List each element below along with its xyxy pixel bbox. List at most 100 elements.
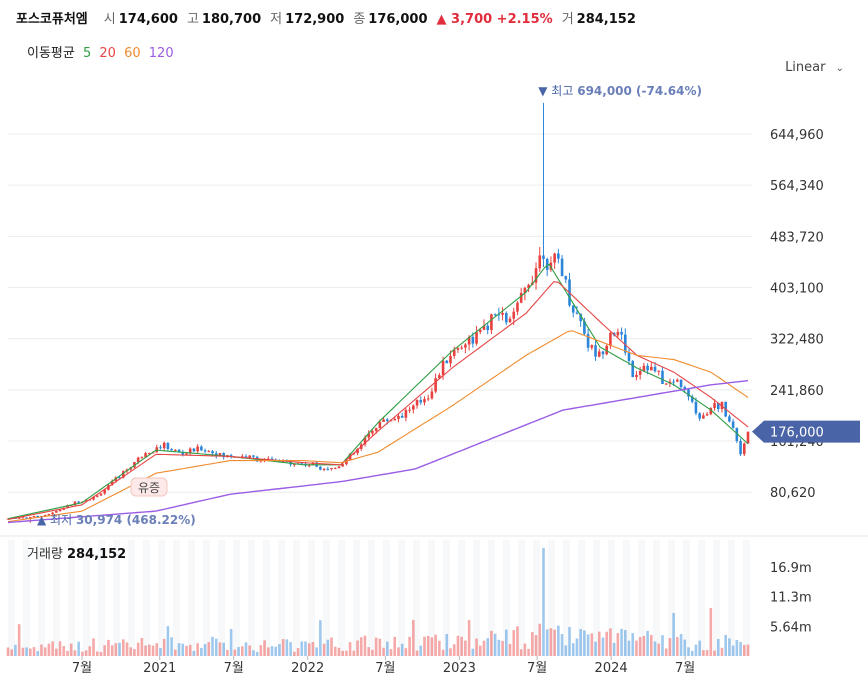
candle-body	[278, 460, 281, 462]
volume-bar	[244, 642, 248, 656]
volume-bg-stripe	[608, 540, 615, 656]
y-tick-label: 241,860	[770, 384, 824, 399]
volume-bar	[438, 640, 441, 656]
volume-bar	[650, 634, 653, 656]
candle-body	[493, 314, 497, 316]
volume-bar	[17, 624, 21, 656]
volume-bar	[174, 649, 177, 656]
candle-body	[170, 449, 173, 451]
candle-body	[698, 413, 701, 419]
ma-5-label[interactable]: 5	[82, 46, 92, 61]
volume-bg-stripe	[443, 540, 450, 656]
volume-bar	[330, 637, 333, 656]
change-value: ▲ 3,700 +2.15%	[436, 12, 553, 27]
volume-bar	[531, 632, 534, 656]
volume-bar	[646, 630, 649, 656]
volume-bar	[631, 633, 635, 656]
volume-bg-stripe	[713, 540, 720, 656]
volume-bar	[449, 648, 452, 656]
volume-bg-stripe	[353, 540, 360, 656]
volume-bar	[382, 647, 385, 656]
volume-bar	[497, 639, 501, 656]
volume-bar	[426, 635, 430, 656]
volume-bg-stripe	[23, 540, 30, 656]
volume-bar	[285, 639, 289, 656]
volume-bar	[705, 650, 709, 656]
min-price-value: 30,974 (468.22%)	[76, 513, 196, 527]
volume-bar	[159, 648, 162, 656]
volume-bar	[77, 641, 80, 656]
volume-bar	[642, 635, 646, 656]
candle-body	[497, 314, 501, 316]
volume-bar	[240, 646, 244, 656]
candle-body	[594, 345, 597, 357]
candle-body	[519, 292, 523, 303]
x-tick-label: 7월	[675, 661, 695, 676]
candle-body	[188, 448, 192, 454]
volume-bar	[441, 649, 445, 656]
candle-body	[181, 452, 185, 455]
volume-bar	[293, 651, 296, 656]
candle-body	[99, 493, 103, 496]
candle-body	[508, 318, 512, 323]
volume-bar	[25, 647, 28, 656]
volume-bar	[296, 648, 300, 656]
candle-body	[709, 407, 713, 415]
volume-bg-stripe	[143, 540, 150, 656]
volume-axis: 16.9m 11.3m 5.64m 거래량 284,152	[27, 547, 812, 635]
candle-body	[482, 325, 486, 330]
volume-bars	[6, 547, 750, 656]
ma-20-label[interactable]: 20	[99, 46, 116, 61]
candle-body	[73, 501, 77, 506]
volume-bar	[47, 643, 51, 656]
candle-body	[397, 415, 400, 419]
candle-body	[207, 451, 211, 453]
candle-body	[240, 456, 244, 458]
candle-body	[583, 321, 586, 334]
volume-bar	[385, 641, 389, 656]
volume-bg-stripe	[98, 540, 105, 656]
candle-body	[430, 391, 434, 399]
volume-bar	[709, 607, 713, 656]
candle-body	[337, 466, 341, 469]
volume-bar	[519, 649, 523, 656]
candle-body	[326, 468, 330, 470]
scale-dropdown[interactable]: Linear ⌄	[785, 60, 844, 75]
ma-120-label[interactable]: 120	[148, 46, 174, 61]
candle-body	[434, 378, 437, 392]
volume-bar	[237, 647, 240, 656]
candle-body	[475, 331, 478, 344]
candle-body	[95, 495, 99, 497]
volume-bar	[252, 650, 255, 656]
candle-body	[516, 302, 519, 312]
volume-bar	[345, 650, 348, 656]
volume-bar	[400, 643, 404, 656]
candle-body	[545, 258, 549, 270]
volume-bar	[267, 647, 270, 656]
volume-tick-label: 11.3m	[770, 590, 812, 605]
volume-bar	[99, 651, 103, 656]
volume-bar	[155, 643, 159, 656]
candle-body	[29, 517, 32, 519]
annotations: ▼ 최고 694,000 (-74.64%) ▲ 최저 30,974 (468.2…	[37, 84, 860, 527]
candle-body	[623, 334, 627, 353]
volume-bg-stripe	[698, 540, 705, 656]
volume-bg-stripe	[188, 540, 195, 656]
volume-bar	[620, 628, 623, 656]
volume-bar	[605, 631, 608, 656]
volume-bar	[746, 644, 750, 656]
volume-bar	[412, 619, 415, 656]
volume-bg-stripe	[8, 540, 15, 656]
volume-bar	[81, 651, 84, 656]
volume-bar	[423, 636, 426, 656]
candle-body	[683, 387, 687, 390]
candle-body	[605, 345, 608, 355]
candle-body	[118, 477, 121, 479]
volume-bar	[482, 640, 486, 656]
volume-bg-stripe	[668, 540, 675, 656]
volume-bar	[527, 648, 530, 656]
low-value: 172,900	[285, 12, 345, 27]
volume-bg-stripe	[473, 540, 480, 656]
ma-60-label[interactable]: 60	[124, 46, 141, 61]
